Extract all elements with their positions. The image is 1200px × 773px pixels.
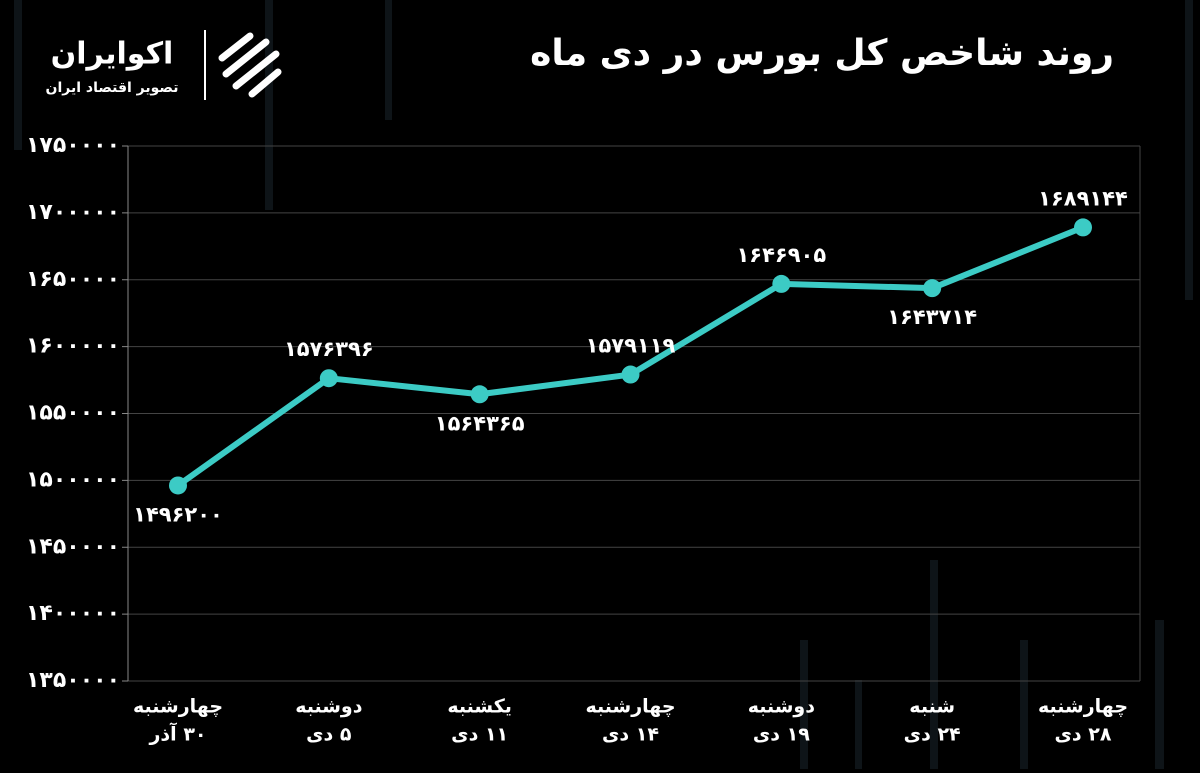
- y-tick-label: ۱۶۵۰۰۰۰: [26, 267, 120, 292]
- logo: اکوایران تصویر اقتصاد ایران: [46, 30, 282, 100]
- value-label: ۱۶۴۶۹۰۵: [736, 243, 826, 267]
- x-tick-label: ۳۰ آذر: [148, 722, 206, 746]
- marker: [1074, 218, 1092, 237]
- marker: [923, 279, 942, 298]
- value-label: ۱۶۸۹۱۴۴: [1038, 186, 1128, 210]
- marker: [470, 385, 489, 404]
- x-tick-label: دوشنبه: [295, 696, 363, 718]
- x-tick-label: ۲۴ دی: [904, 724, 961, 746]
- y-tick-label: ۱۵۵۰۰۰۰: [26, 401, 120, 426]
- x-tick-label: ۱۱ دی: [451, 724, 508, 746]
- value-label: ۱۵۷۶۳۹۶: [284, 337, 374, 361]
- marker: [772, 274, 791, 293]
- x-tick-label: دوشنبه: [748, 696, 816, 718]
- background-decoration: [14, 0, 1193, 769]
- x-tick-label: شنبه: [909, 696, 955, 718]
- marker: [621, 365, 640, 384]
- x-tick-label: یکشنبه: [447, 696, 512, 718]
- y-tick-label: ۱۵۰۰۰۰۰: [26, 467, 120, 492]
- logo-icon: [218, 32, 282, 98]
- value-label: ۱۴۹۶۲۰۰: [133, 502, 223, 526]
- y-tick-label: ۱۶۰۰۰۰۰: [26, 334, 120, 359]
- x-tick-label: چهارشنبه: [585, 696, 675, 718]
- brand-tagline: تصویر اقتصاد ایران: [46, 80, 179, 96]
- brand-name: اکوایران: [51, 37, 174, 72]
- y-tick-label: ۱۳۵۰۰۰۰: [26, 668, 120, 693]
- x-tick-label: ۱۹ دی: [753, 724, 810, 746]
- y-tick-label: ۱۷۵۰۰۰۰: [26, 133, 120, 158]
- y-tick-label: ۱۷۰۰۰۰۰: [26, 200, 120, 225]
- x-tick-label: چهارشنبه: [1038, 696, 1128, 718]
- y-tick-label: ۱۴۵۰۰۰۰: [26, 534, 120, 559]
- chart-title: روند شاخص کل بورس در دی ماه: [530, 33, 1114, 74]
- x-tick-label: چهارشنبه: [133, 696, 223, 718]
- x-tick-label: ۱۴ دی: [602, 724, 659, 746]
- x-tick-label: ۵ دی: [306, 724, 352, 746]
- marker: [169, 476, 187, 495]
- value-label: ۱۵۷۹۱۱۹: [586, 334, 676, 358]
- value-label: ۱۵۶۴۳۶۵: [435, 411, 525, 435]
- x-tick-label: ۲۸ دی: [1055, 724, 1112, 746]
- marker: [319, 369, 338, 388]
- y-tick-label: ۱۴۰۰۰۰۰: [26, 601, 120, 626]
- value-label: ۱۶۴۳۷۱۴: [887, 305, 977, 329]
